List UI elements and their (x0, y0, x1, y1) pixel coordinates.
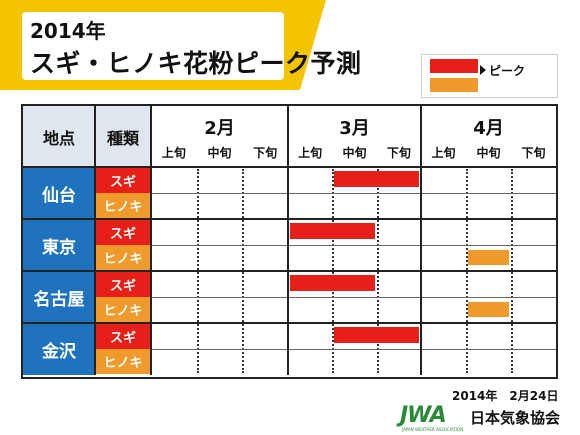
legend-sugi-swatch (430, 59, 478, 73)
issue-date: 2014年 2月24日 (452, 389, 559, 403)
decade-label: 上旬 (161, 146, 186, 160)
sugi-label: スギ (96, 272, 150, 297)
organization-name: 日本気象協会 (470, 409, 561, 427)
header-kind: 種類 (95, 106, 151, 167)
column-divider (287, 106, 289, 375)
sugi-peak-bar (290, 223, 375, 239)
month-label: 4月 (473, 118, 504, 139)
jwa-logo-subtext: JAPAN WEATHER ASSOCIATION (402, 427, 464, 432)
decade-label: 下旬 (521, 146, 546, 160)
row-divider (23, 270, 556, 272)
row-divider (23, 322, 556, 324)
sub-row-divider (151, 193, 556, 194)
legend-hinoki-swatch (430, 78, 478, 92)
hinoki-label: ヒノキ (96, 245, 150, 270)
legend-peak-label: ピーク (489, 64, 526, 78)
sugi-label: スギ (96, 168, 150, 193)
decade-label: 中旬 (476, 146, 501, 160)
header-divider (23, 166, 556, 168)
sub-row-divider (151, 349, 556, 350)
decade-label: 中旬 (342, 146, 367, 160)
sugi-peak-bar (334, 327, 419, 343)
title-year: 2014年 (30, 19, 106, 43)
decade-label: 中旬 (207, 146, 232, 160)
column-divider (94, 106, 96, 375)
row-divider (23, 218, 556, 220)
hinoki-label: ヒノキ (96, 349, 150, 374)
hinoki-peak-bar (468, 302, 509, 317)
title-box (22, 12, 284, 80)
sub-row-divider (151, 245, 556, 246)
sugi-label: スギ (96, 220, 150, 245)
page-title: スギ・ヒノキ花粉ピーク予測 (30, 49, 362, 78)
jwa-logo: JWA (400, 403, 447, 428)
column-divider (150, 106, 152, 375)
hinoki-label: ヒノキ (96, 193, 150, 218)
city-cell: 仙台 (23, 167, 95, 219)
month-label: 3月 (339, 118, 370, 139)
city-cell: 東京 (23, 219, 95, 271)
sugi-peak-bar (290, 275, 375, 291)
decade-label: 下旬 (253, 146, 278, 160)
hinoki-peak-bar (468, 250, 509, 265)
sugi-label: スギ (96, 324, 150, 349)
header-location: 地点 (23, 106, 95, 167)
sub-row-divider (151, 297, 556, 298)
decade-label: 上旬 (431, 146, 456, 160)
column-divider (420, 106, 422, 375)
triangle-right-icon (480, 65, 486, 75)
city-cell: 名古屋 (23, 271, 95, 323)
sugi-peak-bar (334, 171, 419, 187)
decade-label: 上旬 (298, 146, 323, 160)
decade-label: 下旬 (386, 146, 411, 160)
table-border (21, 104, 558, 379)
month-label: 2月 (204, 118, 235, 139)
hinoki-label: ヒノキ (96, 297, 150, 322)
city-cell: 金沢 (23, 323, 95, 375)
